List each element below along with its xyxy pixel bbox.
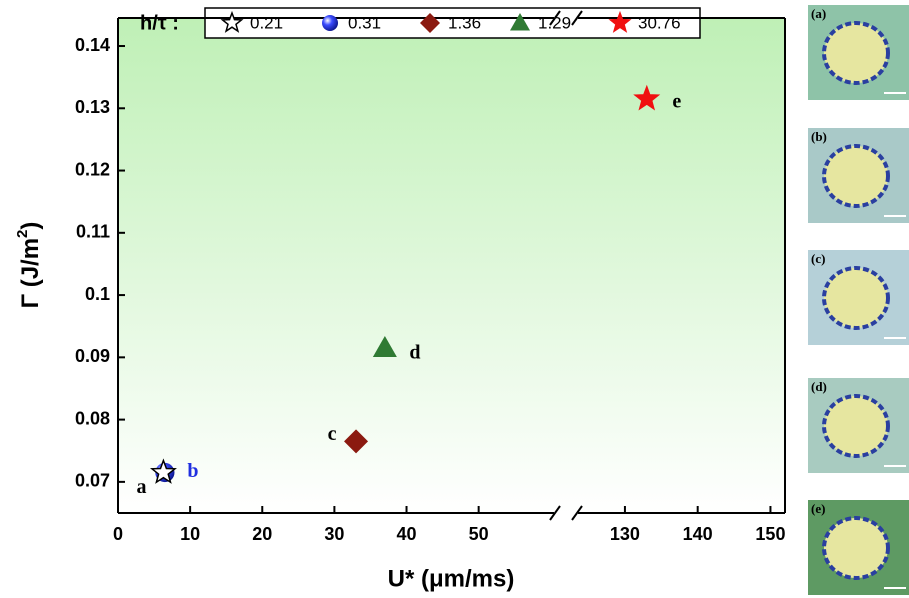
x-tick-label: 140	[683, 524, 713, 544]
panel-label: (c)	[811, 251, 825, 266]
y-tick-label: 0.09	[75, 346, 110, 366]
legend-label: 0.21	[250, 13, 283, 32]
y-tick-label: 0.13	[75, 97, 110, 117]
break-mark	[571, 505, 583, 521]
x-tick-label: 40	[397, 524, 417, 544]
x-tick-label: 130	[610, 524, 640, 544]
x-axis-label: U* (μm/ms)	[388, 565, 515, 592]
x-tick-label: 50	[469, 524, 489, 544]
marker-star	[220, 10, 244, 33]
y-tick-label: 0.14	[75, 35, 110, 55]
legend-label: 1.29	[538, 13, 571, 32]
point-label: c	[328, 423, 337, 445]
x-tick-label: 30	[324, 524, 344, 544]
image-blob	[822, 144, 890, 208]
marker-diamond	[344, 429, 369, 454]
x-tick-label: 0	[113, 524, 123, 544]
y-axis-label: Γ (J/m2)	[14, 222, 44, 309]
point-label: a	[136, 476, 146, 498]
image-blob	[822, 21, 890, 85]
legend-title: h/τ :	[140, 12, 179, 34]
y-label-sup: 2	[14, 230, 31, 238]
point-label: e	[672, 91, 681, 113]
y-tick-label: 0.11	[76, 222, 110, 242]
panel-label: (b)	[811, 129, 827, 144]
marker-triangle	[510, 13, 530, 31]
y-tick-label: 0.1	[85, 284, 110, 304]
legend-label: 0.31	[348, 13, 381, 32]
x-tick-label: 10	[180, 524, 200, 544]
y-tick-label: 0.08	[75, 408, 110, 428]
y-label-main: Γ (J/m	[17, 238, 44, 308]
marker-star	[633, 84, 661, 111]
plot-background	[118, 18, 785, 513]
marker-star	[149, 458, 177, 484]
panel-label: (d)	[811, 379, 827, 394]
point-label: b	[187, 460, 198, 482]
image-blob	[822, 516, 890, 580]
image-blob	[822, 266, 890, 330]
panel-label: (a)	[811, 6, 826, 21]
marker-triangle	[372, 336, 397, 357]
legend-label: 30.76	[638, 13, 681, 32]
y-label-end: )	[17, 222, 44, 230]
point-label: d	[409, 342, 420, 364]
marker-diamond	[420, 13, 440, 33]
break-mark	[549, 505, 561, 521]
break-mark	[549, 10, 561, 26]
break-mark	[571, 10, 583, 26]
x-tick-label: 150	[755, 524, 785, 544]
image-blob	[822, 394, 890, 458]
y-tick-label: 0.12	[75, 159, 110, 179]
legend-label: 1.36	[448, 13, 481, 32]
marker-circle	[322, 15, 338, 31]
marker-star	[608, 10, 632, 33]
y-tick-label: 0.07	[75, 471, 110, 491]
x-tick-label: 20	[252, 524, 272, 544]
panel-label: (e)	[811, 501, 825, 516]
